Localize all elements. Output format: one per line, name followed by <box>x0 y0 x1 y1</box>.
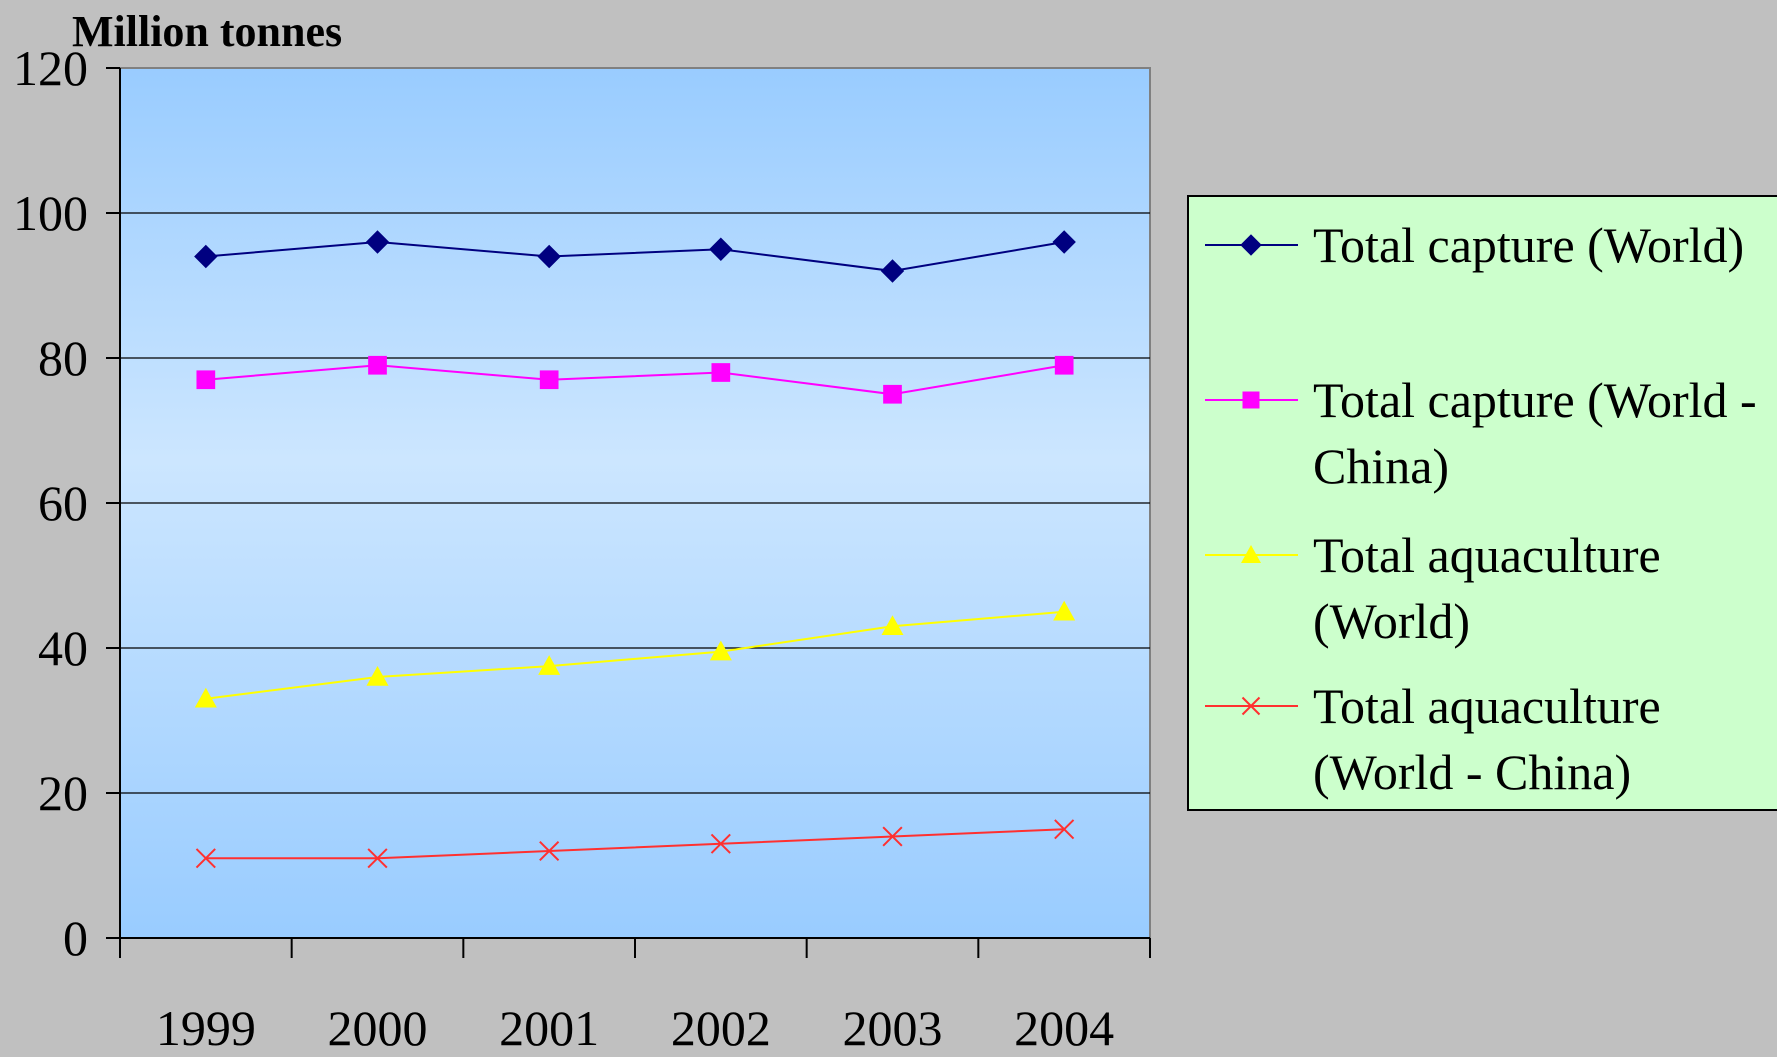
x-tick-label: 2003 <box>843 1000 943 1052</box>
legend-marker <box>1241 545 1261 563</box>
axes: 0 20 40 60 80 100 120 1999 2000 2001 2002 2003 2004 <box>13 40 1151 1056</box>
series-2 <box>196 355 1074 404</box>
marker-stroke <box>195 848 216 869</box>
data-point <box>368 355 387 375</box>
legend-label: (World) <box>1313 593 1470 649</box>
data-point <box>196 370 216 390</box>
series-4 <box>195 819 1075 869</box>
legend-box <box>1187 195 1777 811</box>
data-point <box>880 259 905 283</box>
x-tick-label: 1999 <box>156 1000 256 1052</box>
y-tick-label: 100 <box>13 185 88 241</box>
legend-marker <box>1242 391 1260 409</box>
marker-stroke <box>539 840 560 862</box>
y-tick-label: 20 <box>38 765 88 821</box>
legend-item-4: Total aquaculture (World - China) <box>1205 678 1661 800</box>
legend-item-3: Total aquaculture (World) <box>1205 527 1661 649</box>
legend-label: Total aquaculture <box>1313 678 1661 734</box>
data-point <box>537 244 561 269</box>
x-tick-label: 2004 <box>1014 1000 1114 1052</box>
data-point <box>366 666 389 686</box>
data-point <box>538 655 561 675</box>
series-line <box>205 364 1065 396</box>
series-3 <box>194 600 1076 708</box>
data-point <box>539 370 559 390</box>
y-tick-label: 0 <box>63 910 88 966</box>
data-point <box>881 615 904 636</box>
legend-label: Total capture (World - <box>1313 372 1757 428</box>
data-point <box>883 384 902 404</box>
y-tick-label: 120 <box>13 40 88 96</box>
data-point <box>711 363 731 382</box>
legend-item-1: Total capture (World) <box>1205 217 1744 273</box>
y-tick-label: 60 <box>38 475 88 531</box>
data-point <box>367 848 388 869</box>
legend-label: China) <box>1313 438 1449 494</box>
series-line <box>205 610 1065 700</box>
marker-stroke <box>710 833 731 854</box>
legend-label: Total capture (World) <box>1313 217 1744 273</box>
series-line <box>205 828 1065 860</box>
legend-item-2: Total capture (World - China) <box>1205 372 1757 494</box>
gridlines <box>120 212 1150 794</box>
data-point <box>709 640 732 661</box>
legend-marker <box>1241 696 1261 716</box>
data-point <box>539 840 560 862</box>
data-point <box>710 833 731 854</box>
data-point <box>194 687 217 708</box>
data-point <box>194 244 218 269</box>
data-point <box>709 237 733 261</box>
marker-stroke <box>882 826 903 847</box>
y-axis-title: Million tonnes <box>72 7 342 56</box>
marker-stroke <box>1241 696 1261 716</box>
data-point <box>1054 819 1075 840</box>
x-tick-label: 2002 <box>671 1000 771 1052</box>
y-tick-label: 40 <box>38 620 88 676</box>
x-tick-label: 2001 <box>499 1000 599 1052</box>
data-point <box>1053 600 1076 621</box>
data-point <box>195 848 216 869</box>
series-line <box>205 240 1065 273</box>
marker-stroke <box>367 848 388 869</box>
x-tick-label: 2000 <box>328 1000 428 1052</box>
series-layer <box>194 230 1076 869</box>
data-point <box>1052 230 1076 254</box>
marker-stroke <box>1054 819 1075 840</box>
legend-label: Total aquaculture <box>1313 527 1661 583</box>
data-point <box>1054 355 1074 375</box>
legend: Total capture (World) Total capture (Worl… <box>1205 217 1757 800</box>
legend-label: (World - China) <box>1313 744 1631 800</box>
series-1 <box>194 230 1076 283</box>
data-point <box>882 826 903 847</box>
legend-marker <box>1240 234 1262 256</box>
data-point <box>365 230 390 254</box>
y-tick-label: 80 <box>38 330 88 386</box>
